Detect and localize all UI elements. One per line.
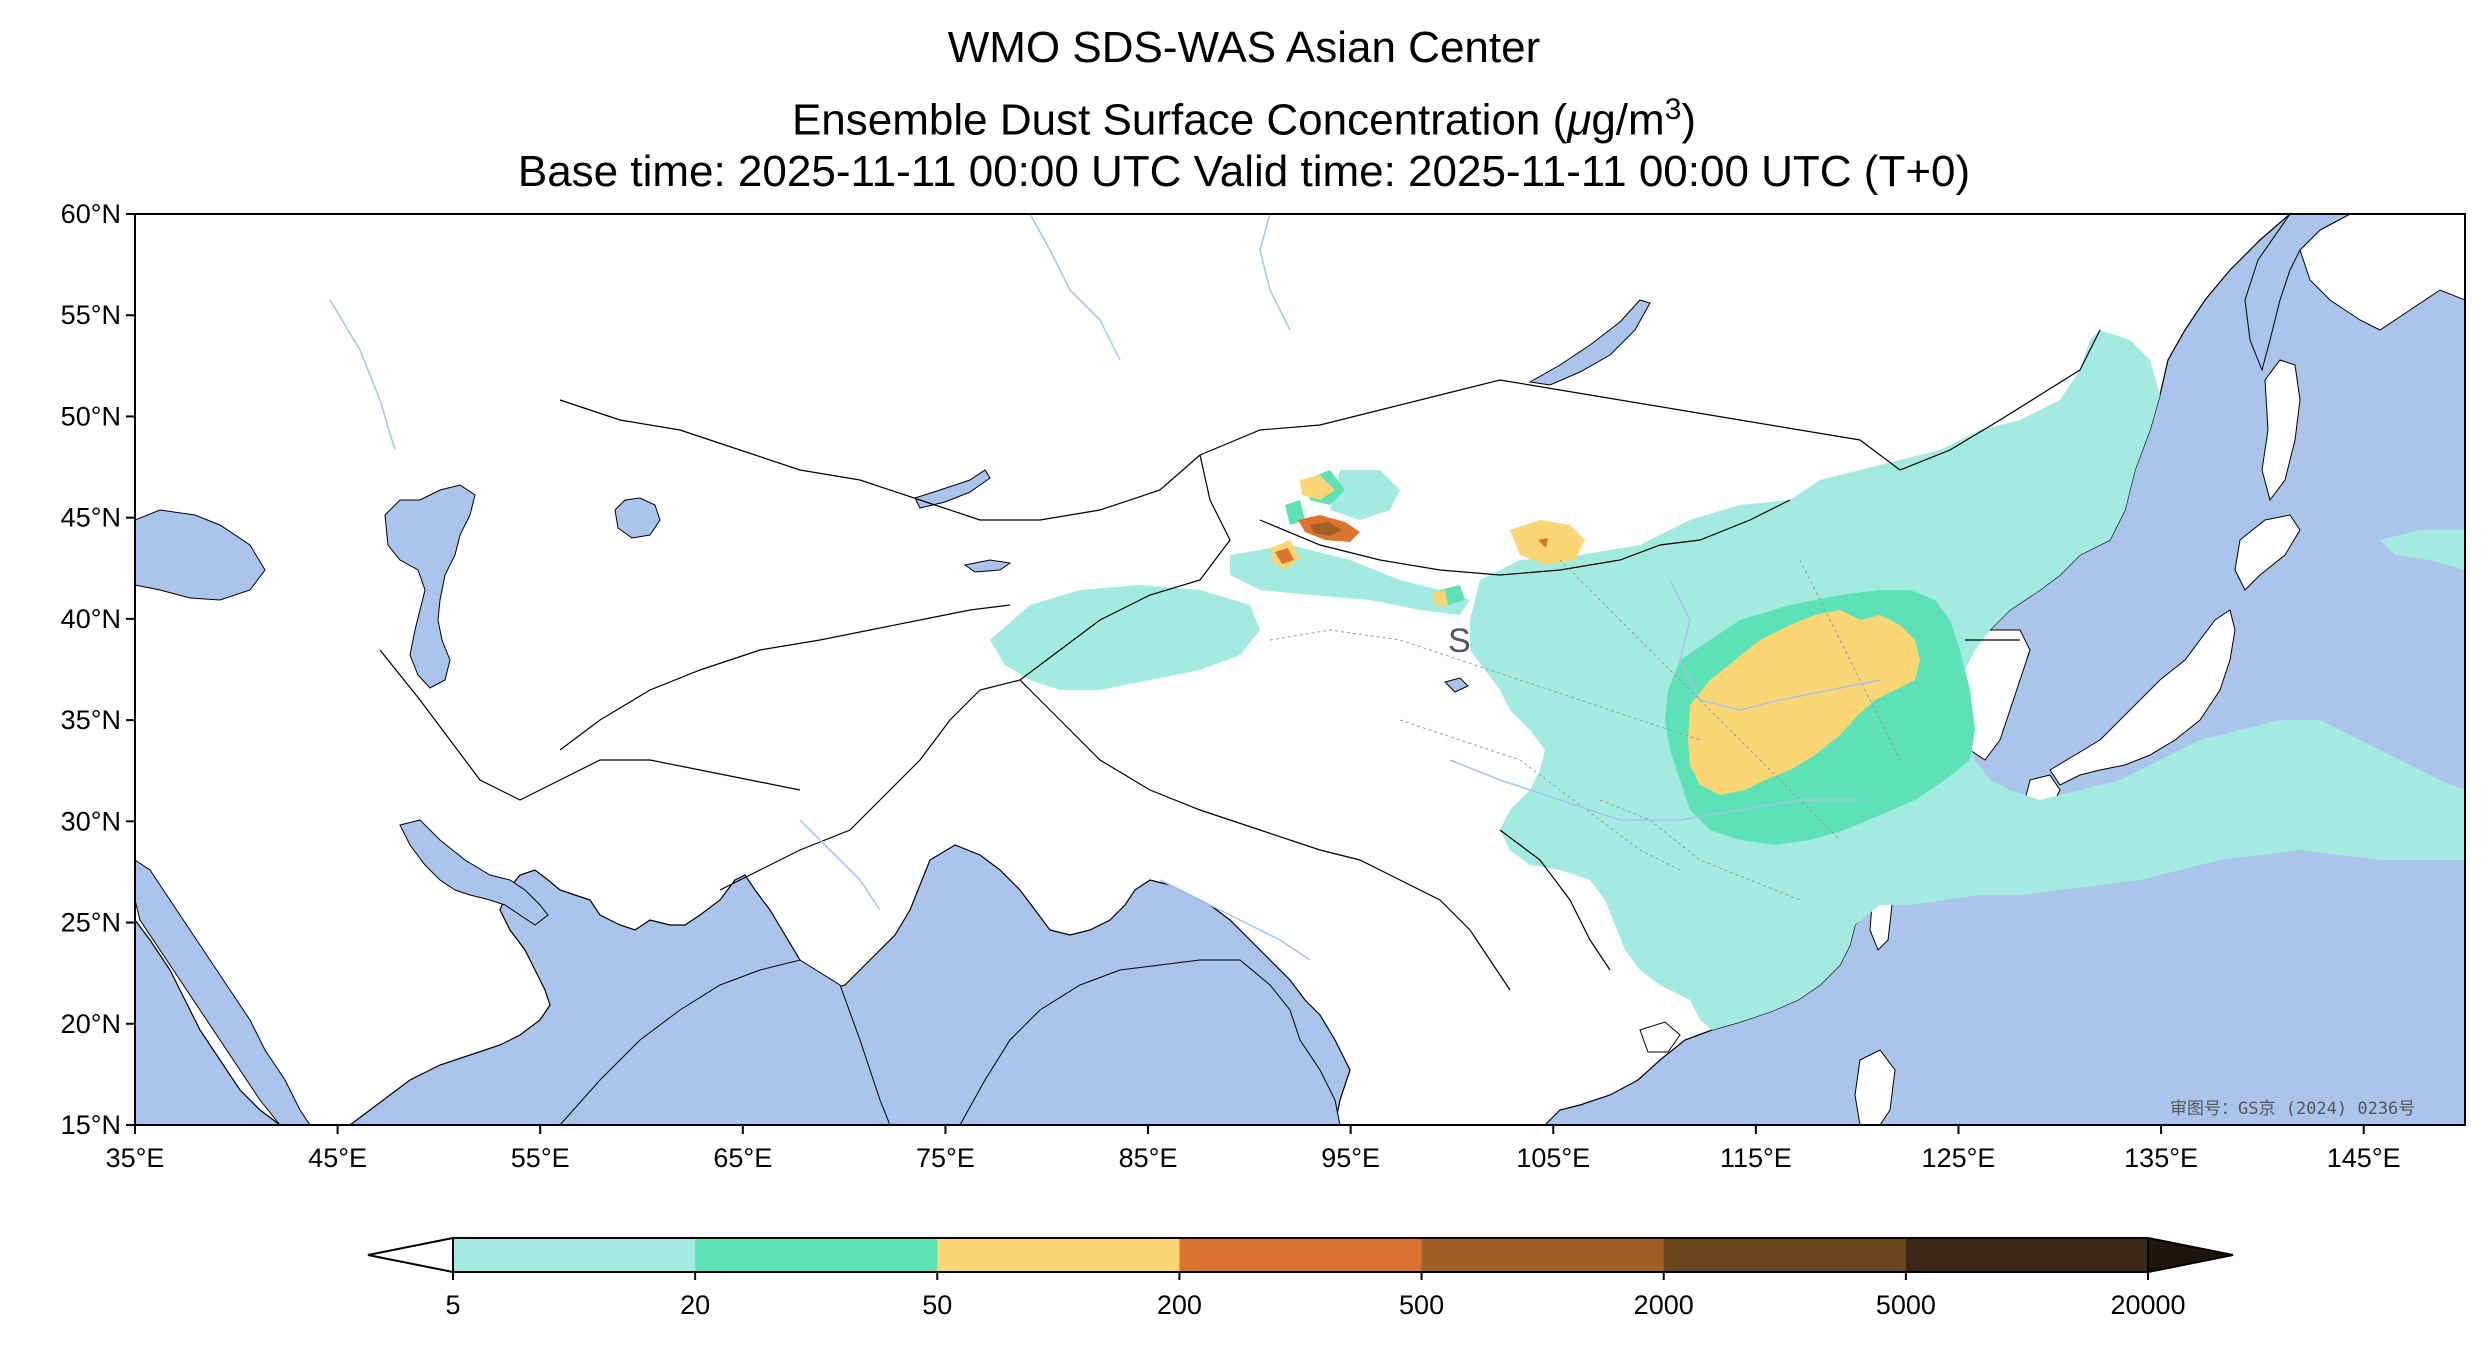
title-line-1: WMO SDS-WAS Asian Center	[947, 23, 1541, 72]
red-sea	[135, 859, 311, 1125]
lon-tick-label: 135°E	[2124, 1143, 2198, 1173]
title-line-2: Ensemble Dust Surface Concentration (μg/…	[791, 93, 1697, 145]
lon-tick-label: 145°E	[2327, 1143, 2401, 1173]
lat-tick-label: 55°N	[61, 300, 121, 330]
longitude-axis: 35°E 45°E 55°E 65°E 75°E 85°E 95°E 105°E 115°E 12…	[106, 1125, 2401, 1173]
title-line-3: Base time: 2025-11-11 00:00 UTC Valid ti…	[517, 147, 1971, 196]
colorbar-outline	[452, 1237, 2149, 1273]
colorbar-segment	[1663, 1238, 1907, 1272]
colorbar-tick-label: 50	[922, 1290, 952, 1320]
approval-stamp: 审图号：GS京 (2024) 0236号	[2170, 1099, 2415, 1119]
japan-hokkaido	[2234, 514, 2301, 591]
aral-sea	[614, 497, 661, 539]
province-borders	[1269, 559, 1901, 901]
lat-tick-label: 50°N	[61, 401, 121, 431]
lake-balkhash	[914, 469, 991, 509]
latitude-axis: 60°N 55°N 50°N 45°N 40°N 35°N 30°N 25°N 20°N 15°N	[61, 199, 135, 1140]
lon-tick-label: 45°E	[308, 1143, 367, 1173]
okhotsk-sea	[2244, 214, 2351, 372]
lon-tick-label: 125°E	[1922, 1143, 1996, 1173]
lat-tick-label: 25°N	[61, 908, 121, 938]
lat-tick-label: 40°N	[61, 604, 121, 634]
colorbar-over-arrow	[2147, 1236, 2234, 1274]
lon-tick-label: 65°E	[713, 1143, 772, 1173]
rivers	[329, 214, 1881, 961]
colorbar-tick-label: 20	[680, 1290, 710, 1320]
colorbar-segment	[453, 1238, 696, 1272]
colorbar-tick-label: 5000	[1876, 1290, 1936, 1320]
colorbar-segment	[1421, 1238, 1665, 1272]
sakhalin	[2261, 359, 2301, 502]
black-sea	[135, 509, 266, 601]
colorbar-tick-label: 5	[445, 1290, 460, 1320]
colorbar-under-arrow	[367, 1236, 454, 1274]
dust-level-5-20	[990, 330, 2465, 1030]
lat-tick-label: 60°N	[61, 199, 121, 229]
lon-tick-label: 115°E	[1720, 1143, 1792, 1173]
lon-tick-label: 35°E	[106, 1143, 165, 1173]
colorbar-tick-label: 2000	[1634, 1290, 1694, 1320]
persian-gulf	[399, 819, 549, 926]
lat-tick-label: 45°N	[61, 503, 121, 533]
lon-tick-label: 85°E	[1119, 1143, 1178, 1173]
hainan	[1639, 1021, 1681, 1053]
lake-baikal	[1528, 299, 1651, 386]
qinghai-lake	[1444, 677, 1469, 693]
lon-tick-label: 55°E	[511, 1143, 570, 1173]
plot-frame	[134, 213, 2466, 1126]
luzon	[1854, 1049, 1896, 1125]
station-marker: S	[1448, 622, 1471, 660]
bay-of-bengal	[959, 959, 1341, 1125]
colorbar: 5 20 50 200 500 2000 5000 20000	[367, 1236, 2234, 1320]
colorbar-segment	[1905, 1238, 2149, 1272]
dust-level-500-2000	[1310, 522, 1342, 536]
caspian-sea	[384, 484, 476, 689]
lon-tick-label: 75°E	[916, 1143, 975, 1173]
lat-tick-label: 15°N	[61, 1110, 121, 1140]
map-plot-area	[135, 214, 2465, 1125]
lon-tick-label: 95°E	[1321, 1143, 1380, 1173]
lon-tick-label: 105°E	[1516, 1143, 1590, 1173]
lat-tick-label: 35°N	[61, 705, 121, 735]
dust-level-50-200	[1270, 475, 1920, 795]
arabian-sea	[559, 959, 891, 1125]
colorbar-segment	[695, 1238, 938, 1272]
issyk-kul	[963, 559, 1012, 573]
colorbar-tick-label: 500	[1399, 1290, 1444, 1320]
colorbar-tick-label: 20000	[2110, 1290, 2185, 1320]
lat-tick-label: 20°N	[61, 1009, 121, 1039]
colorbar-segment	[937, 1238, 1180, 1272]
lat-tick-label: 30°N	[61, 806, 121, 836]
country-borders	[379, 329, 2101, 991]
japan-honshu	[2049, 609, 2236, 786]
colorbar-segment	[1179, 1238, 1423, 1272]
colorbar-tick-label: 200	[1157, 1290, 1202, 1320]
